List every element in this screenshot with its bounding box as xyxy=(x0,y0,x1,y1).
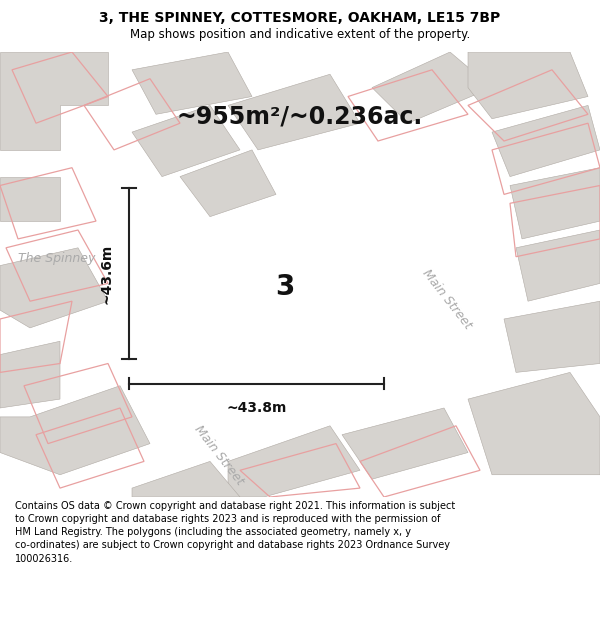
Polygon shape xyxy=(0,386,150,475)
Polygon shape xyxy=(228,426,360,497)
Polygon shape xyxy=(0,341,60,408)
Polygon shape xyxy=(180,150,276,217)
Text: Main Street: Main Street xyxy=(420,267,474,331)
Polygon shape xyxy=(0,248,108,328)
Polygon shape xyxy=(57,0,600,608)
Polygon shape xyxy=(0,177,60,221)
Polygon shape xyxy=(372,52,492,123)
Polygon shape xyxy=(132,52,252,114)
Polygon shape xyxy=(132,461,240,497)
Polygon shape xyxy=(342,408,468,479)
Polygon shape xyxy=(510,168,600,239)
Polygon shape xyxy=(468,52,588,119)
Polygon shape xyxy=(0,52,108,150)
Text: ~43.8m: ~43.8m xyxy=(226,401,287,415)
Polygon shape xyxy=(516,230,600,301)
Polygon shape xyxy=(504,301,600,372)
Text: Main Street: Main Street xyxy=(192,422,246,487)
Text: Contains OS data © Crown copyright and database right 2021. This information is : Contains OS data © Crown copyright and d… xyxy=(15,501,455,564)
Text: 3, THE SPINNEY, COTTESMORE, OAKHAM, LE15 7BP: 3, THE SPINNEY, COTTESMORE, OAKHAM, LE15… xyxy=(100,11,500,26)
Polygon shape xyxy=(228,74,360,150)
Polygon shape xyxy=(0,14,600,268)
Text: Map shows position and indicative extent of the property.: Map shows position and indicative extent… xyxy=(130,28,470,41)
Text: ~955m²/~0.236ac.: ~955m²/~0.236ac. xyxy=(177,104,423,129)
Polygon shape xyxy=(132,106,240,177)
Text: 3: 3 xyxy=(275,273,295,301)
Text: ~43.6m: ~43.6m xyxy=(99,243,113,304)
Text: The Spinney: The Spinney xyxy=(19,253,95,266)
Polygon shape xyxy=(0,216,463,625)
Polygon shape xyxy=(492,106,600,177)
Polygon shape xyxy=(468,372,600,475)
